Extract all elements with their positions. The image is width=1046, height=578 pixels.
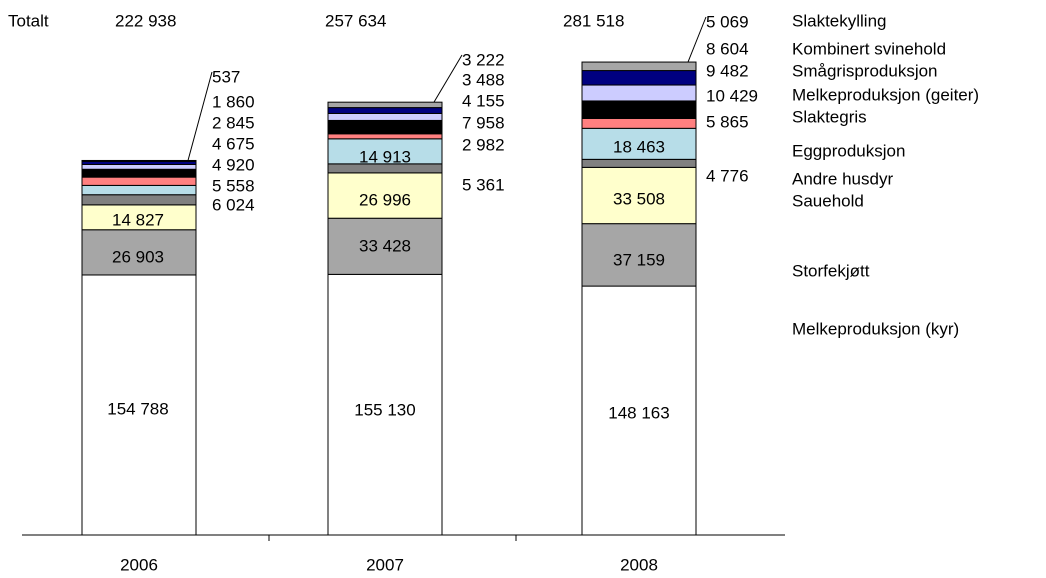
bar-segment xyxy=(581,127,697,160)
value-label: 2 845 xyxy=(212,113,255,132)
bar-segment xyxy=(581,84,697,102)
value-label: 5 069 xyxy=(706,12,749,31)
bar-segment xyxy=(581,70,697,86)
leader-line xyxy=(687,16,707,63)
x-tick-label: 2008 xyxy=(620,555,658,574)
value-label: 18 463 xyxy=(613,137,665,156)
bar-segment xyxy=(581,100,697,119)
bar-segment xyxy=(81,194,197,206)
value-label: 8 604 xyxy=(706,39,749,58)
value-label: 4 675 xyxy=(212,134,255,153)
value-label: 4 920 xyxy=(212,155,255,174)
value-label: 5 361 xyxy=(462,175,505,194)
value-label: 26 996 xyxy=(359,190,411,209)
value-label: 3 222 xyxy=(462,50,505,69)
total-label: 222 938 xyxy=(115,11,176,30)
bar-segment xyxy=(327,273,443,536)
legend-label: Storfekjøtt xyxy=(792,261,870,280)
value-label: 37 159 xyxy=(613,250,665,269)
bar-segment xyxy=(81,204,197,231)
bar-segment xyxy=(327,119,443,135)
value-label: 14 913 xyxy=(359,147,411,166)
value-label: 33 428 xyxy=(359,236,411,255)
value-label: 33 508 xyxy=(613,189,665,208)
bar-segment xyxy=(81,274,197,536)
bar-segment xyxy=(581,158,697,168)
leader-line xyxy=(187,71,213,161)
legend-label: Slaktegris xyxy=(792,107,867,126)
bar-segment xyxy=(327,133,443,140)
value-label: 3 488 xyxy=(462,70,505,89)
bar-segment xyxy=(581,285,697,536)
value-label: 6 024 xyxy=(212,195,255,214)
bar-segment xyxy=(581,61,697,72)
legend-label: Melkeproduksjon (geiter) xyxy=(792,85,979,104)
x-tick-label: 2006 xyxy=(120,555,158,574)
bar-segment xyxy=(327,138,443,165)
bar-segment xyxy=(327,101,443,109)
legend-label: Sauehold xyxy=(792,191,864,210)
value-label: 2 982 xyxy=(462,135,505,154)
legend-label: Smågrisproduksjon xyxy=(792,61,938,80)
legend-label: Andre husdyr xyxy=(792,169,893,188)
x-tick-label: 2007 xyxy=(366,555,404,574)
bar-segment xyxy=(327,107,443,114)
value-label: 14 827 xyxy=(112,210,164,229)
legend-label: Kombinert svinehold xyxy=(792,39,946,58)
legend-label: Eggproduksjon xyxy=(792,141,905,160)
bar-segment xyxy=(581,166,697,225)
value-label: 5 558 xyxy=(212,176,255,195)
bar-segment xyxy=(81,159,197,162)
total-label: 257 634 xyxy=(325,11,386,30)
bar-segment xyxy=(327,172,443,219)
value-label: 26 903 xyxy=(112,247,164,266)
bar-segment xyxy=(81,184,197,196)
value-label: 10 429 xyxy=(706,86,758,105)
value-label: 148 163 xyxy=(608,403,669,422)
value-label: 9 482 xyxy=(706,61,749,80)
value-label: 4 776 xyxy=(706,166,749,185)
bar-segment xyxy=(327,112,443,121)
total-title: Totalt xyxy=(8,11,49,30)
value-label: 4 155 xyxy=(462,91,505,110)
bar-segment xyxy=(327,217,443,275)
leader-line xyxy=(433,54,463,103)
bar-segment xyxy=(81,168,197,178)
value-label: 154 788 xyxy=(107,399,168,418)
legend-label: Melkeproduksjon (kyr) xyxy=(792,319,959,338)
total-label: 281 518 xyxy=(563,11,624,30)
legend-label: Slaktekylling xyxy=(792,11,887,30)
bar-segment xyxy=(81,176,197,186)
value-label: 1 860 xyxy=(212,92,255,111)
value-label: 155 130 xyxy=(354,400,415,419)
value-label: 5 865 xyxy=(706,112,749,131)
value-label: 7 958 xyxy=(462,113,505,132)
bar-segment xyxy=(81,163,197,170)
bar-segment xyxy=(581,117,697,129)
value-label: 537 xyxy=(212,67,240,86)
